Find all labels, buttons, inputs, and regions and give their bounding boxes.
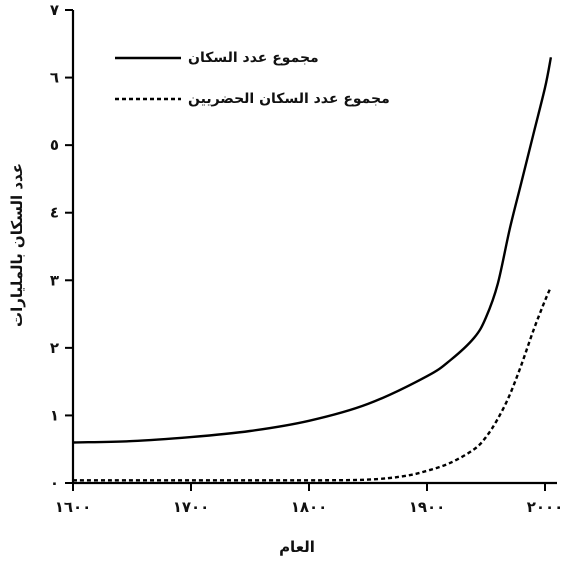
- x-tick-label: ١٧٠٠: [173, 498, 210, 516]
- x-tick-label: ٢٠٠٠: [527, 498, 561, 516]
- y-tick-label: ٥: [50, 136, 59, 154]
- y-tick-label: ٢: [50, 339, 59, 357]
- legend: مجموع عدد السكان مجموع عدد السكان الحضريي…: [115, 50, 390, 107]
- x-tick-label: ١٨٠٠: [291, 498, 328, 516]
- ticks: ٠ ١ ٢ ٣ ٤ ٥ ٦ ٧ ١٦٠٠ ١٧٠٠ ١٨٠٠ ١٩٠٠ ٢٠٠٠: [50, 1, 561, 516]
- y-tick-label: ٤: [50, 204, 59, 222]
- x-tick-label: ١٦٠٠: [55, 498, 92, 516]
- legend-label: مجموع عدد السكان الحضريين: [188, 91, 390, 107]
- y-tick-label: ٧: [50, 1, 59, 19]
- y-tick-label: ٦: [50, 69, 59, 87]
- total-population-line: [72, 57, 553, 444]
- y-tick-label: ٠: [50, 474, 59, 492]
- series-layer: [72, 57, 553, 482]
- y-tick-label: ٣: [50, 271, 59, 289]
- y-axis-title: عدد السكان بالمليارات: [8, 163, 26, 327]
- x-tick-label: ١٩٠٠: [409, 498, 446, 516]
- axes: [71, 10, 557, 485]
- legend-label: مجموع عدد السكان: [188, 50, 319, 66]
- x-axis-title: العام: [279, 538, 315, 556]
- urban-population-line: [73, 286, 553, 482]
- y-tick-label: ١: [50, 406, 59, 424]
